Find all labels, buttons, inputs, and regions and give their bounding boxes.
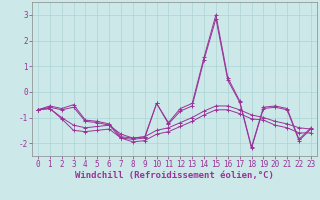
X-axis label: Windchill (Refroidissement éolien,°C): Windchill (Refroidissement éolien,°C) <box>75 171 274 180</box>
